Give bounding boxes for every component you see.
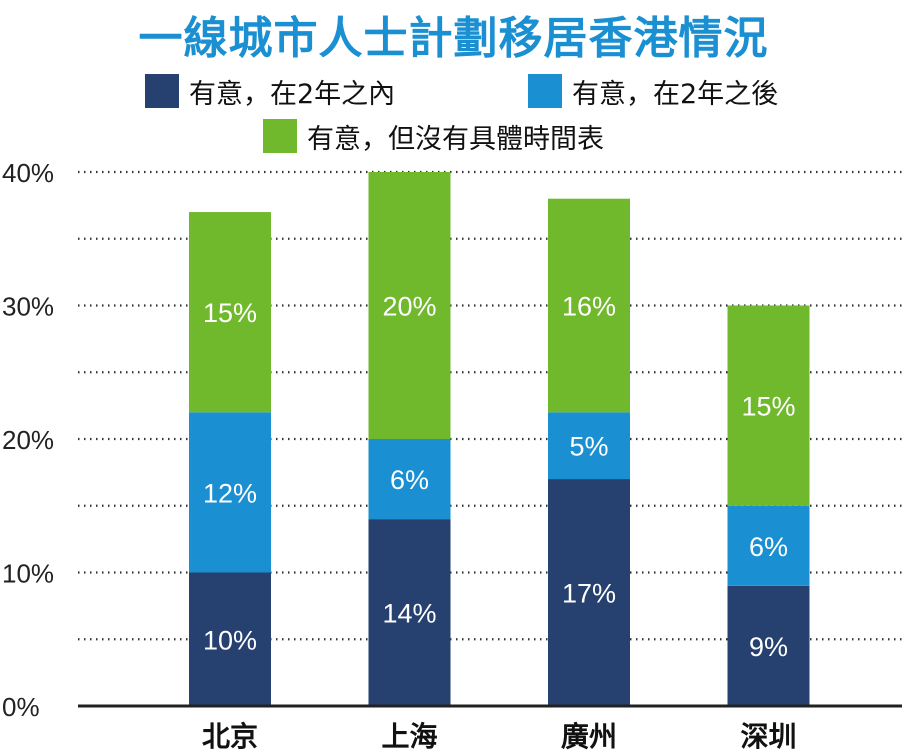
data-label: 15% <box>741 392 795 422</box>
bar-segment <box>548 198 630 413</box>
chart-title: 一線城市人士計劃移居香港情況 <box>138 13 769 64</box>
data-label: 12% <box>203 478 257 508</box>
x-category-label: 廣州 <box>561 720 617 752</box>
data-label: 6% <box>390 465 429 495</box>
legend-item-after-2-years: 有意，在2年之後 <box>528 73 779 110</box>
data-label: 9% <box>749 632 788 662</box>
y-tick-label: 30% <box>2 292 54 322</box>
legend-item-within-2-years: 有意，在2年之內 <box>145 73 396 110</box>
y-tick-label: 20% <box>2 425 54 455</box>
bar-segment <box>368 439 451 520</box>
data-label: 16% <box>562 292 616 322</box>
y-tick-label: 40% <box>2 158 54 188</box>
bar-segment <box>368 172 451 439</box>
data-label: 17% <box>562 579 616 609</box>
bar-segment <box>727 505 810 586</box>
x-category-label: 上海 <box>381 720 437 752</box>
bar-segment <box>727 585 810 706</box>
x-category-label: 深圳 <box>740 720 796 752</box>
data-label: 14% <box>382 599 436 629</box>
legend-label: 有意，在2年之內 <box>189 78 396 110</box>
x-category-label: 北京 <box>202 720 258 752</box>
y-tick-label: 0% <box>2 692 40 722</box>
bar-segment <box>727 305 810 506</box>
bar-segment <box>548 479 630 706</box>
legend-swatch <box>263 119 297 153</box>
data-label: 20% <box>382 292 436 322</box>
bar-segment <box>189 212 271 413</box>
data-label: 5% <box>569 432 608 462</box>
bar-segment <box>368 519 451 706</box>
data-label: 10% <box>203 625 257 655</box>
legend-label: 有意，但沒有具體時間表 <box>307 123 604 155</box>
y-tick-label: 10% <box>2 559 54 589</box>
bar-segment <box>548 412 630 480</box>
bar-segment <box>189 412 271 573</box>
legend-swatch <box>145 74 179 108</box>
legend-swatch <box>528 74 562 108</box>
data-label: 6% <box>749 532 788 562</box>
bar-segment <box>189 572 271 706</box>
data-label: 15% <box>203 298 257 328</box>
legend-label: 有意，在2年之後 <box>572 78 779 110</box>
legend-item-no-timetable: 有意，但沒有具體時間表 <box>263 118 604 155</box>
